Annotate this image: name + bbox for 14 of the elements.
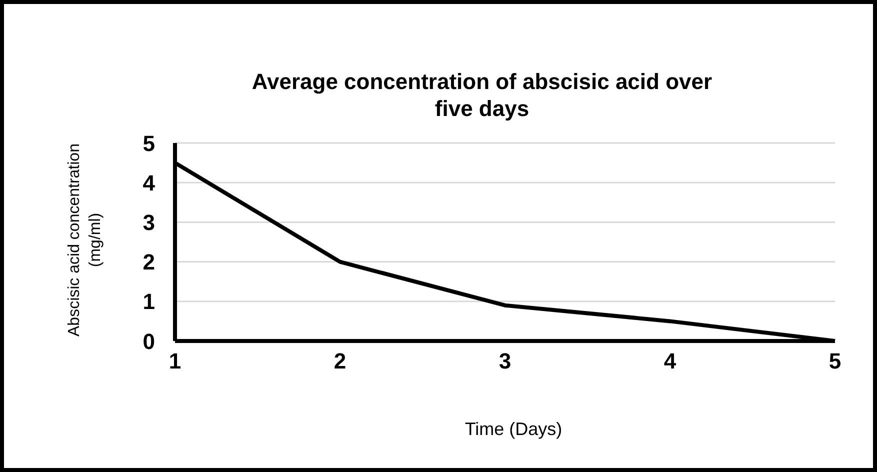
x-tick-label: 5 bbox=[828, 348, 842, 374]
x-tick-label: 4 bbox=[664, 348, 677, 374]
y-tick-label: 2 bbox=[142, 250, 155, 275]
y-tick-label: 1 bbox=[142, 289, 155, 314]
x-tick-label: 3 bbox=[498, 348, 512, 374]
y-tick-label: 5 bbox=[142, 130, 155, 156]
y-axis-title: Abscisic acid concentration (mg/ml) bbox=[65, 142, 105, 338]
y-tick-label: 3 bbox=[142, 210, 155, 236]
x-tick-label: 1 bbox=[168, 348, 182, 374]
chart-title: Average concentration of abscisic acid over five days bbox=[250, 68, 714, 122]
y-tick-label: 4 bbox=[142, 170, 156, 196]
x-axis-title: Time (Days) bbox=[464, 419, 562, 439]
x-tick-label: 2 bbox=[334, 348, 346, 374]
y-tick-label: 0 bbox=[142, 328, 155, 354]
